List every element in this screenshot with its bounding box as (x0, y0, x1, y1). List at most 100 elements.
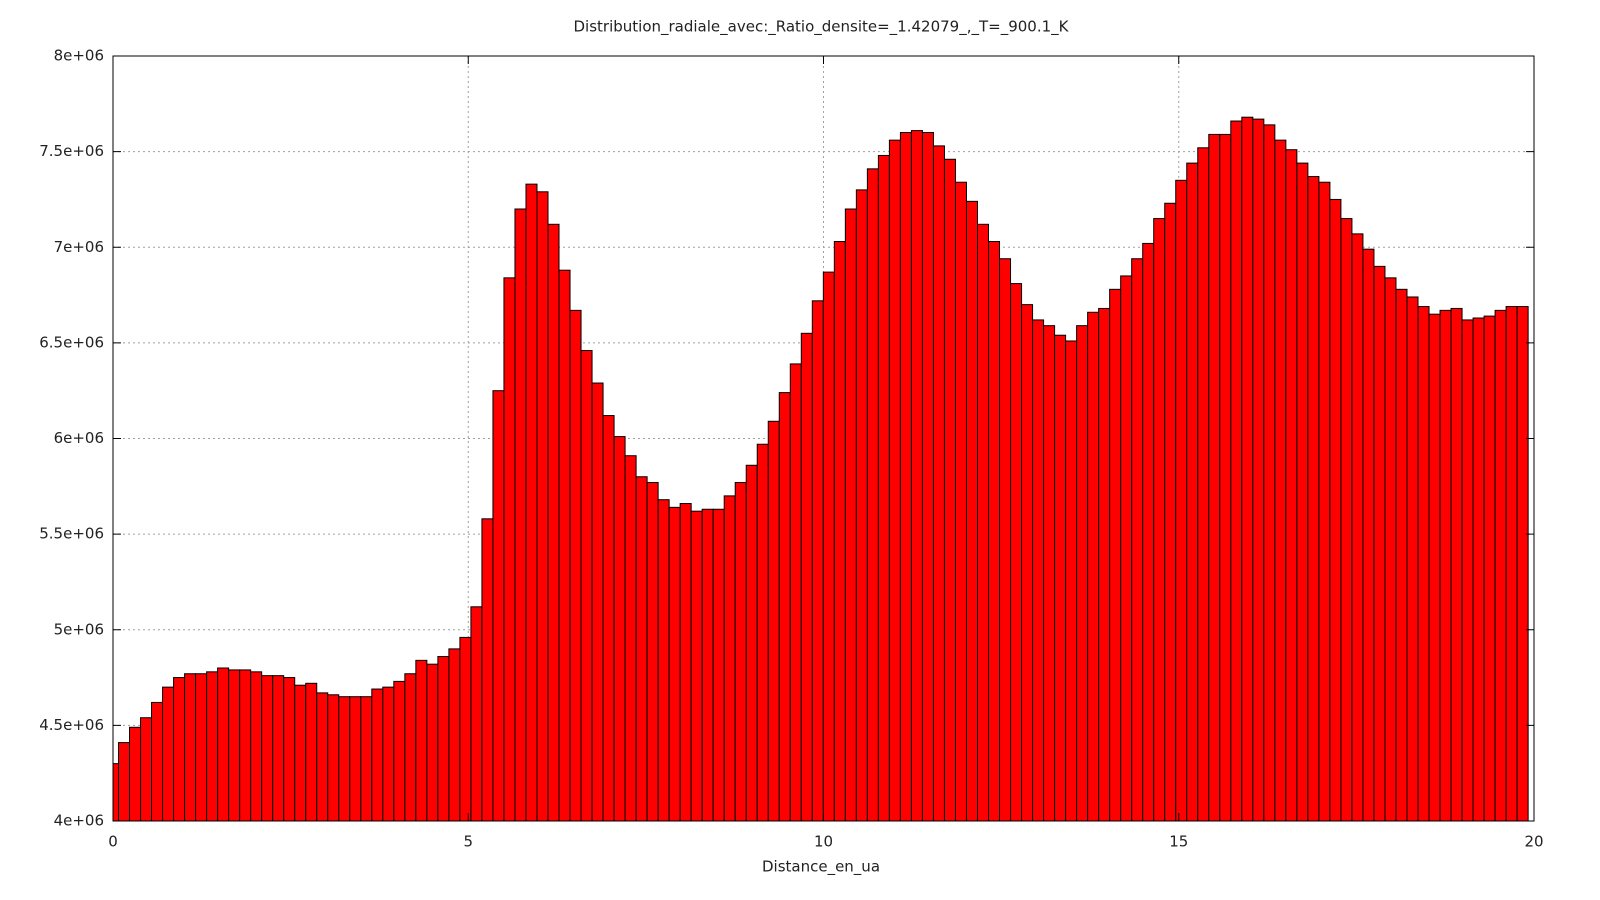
bar (988, 241, 1001, 821)
x-tick-label: 15 (1169, 833, 1188, 851)
bar (371, 688, 384, 821)
bar (305, 682, 318, 821)
bar (1054, 334, 1067, 821)
bar (503, 277, 516, 821)
bar (811, 300, 824, 821)
bar (481, 518, 494, 821)
bar (547, 223, 560, 821)
x-axis-label: Distance_en_ua (762, 858, 880, 877)
bar (1010, 283, 1023, 821)
bar (591, 382, 604, 821)
bars (113, 116, 1529, 821)
bar (569, 309, 582, 821)
bar (954, 181, 967, 821)
bar (1340, 218, 1353, 821)
bar (437, 656, 450, 821)
bar (151, 701, 164, 821)
bar (250, 671, 263, 821)
bar (1021, 304, 1034, 821)
bar (679, 503, 692, 821)
bar (162, 686, 175, 821)
bar (415, 659, 428, 821)
bar (734, 481, 747, 821)
bar (999, 258, 1012, 821)
bar (778, 392, 791, 821)
x-tick-label: 5 (463, 833, 473, 851)
bar (426, 663, 439, 821)
bar (184, 673, 197, 821)
bar (338, 696, 351, 821)
bar (228, 669, 241, 821)
bar (316, 692, 329, 821)
bar (360, 696, 373, 821)
bar (1505, 306, 1518, 821)
y-tick-label: 4.5e+06 (39, 716, 104, 734)
bar (855, 189, 868, 821)
bar (1373, 265, 1386, 821)
bar (1087, 311, 1100, 821)
bar (1494, 309, 1507, 821)
bar (822, 271, 835, 821)
bar (1131, 258, 1144, 821)
bar (932, 145, 945, 821)
y-tick-label: 5e+06 (54, 620, 104, 638)
bar (536, 191, 549, 821)
bar (492, 390, 505, 821)
bar (558, 269, 571, 821)
bar (1362, 248, 1375, 821)
bar (866, 168, 879, 821)
bar (1472, 317, 1485, 821)
bar (1483, 315, 1496, 821)
bar (1098, 307, 1111, 821)
bar (580, 350, 593, 821)
bar (261, 675, 274, 821)
bar (448, 648, 461, 821)
bar (470, 606, 483, 821)
bar (1516, 306, 1529, 821)
bar (195, 673, 208, 821)
y-tick-label: 6.5e+06 (39, 333, 104, 351)
bar (1208, 133, 1221, 821)
x-tick-label: 0 (108, 833, 118, 851)
bar (1197, 147, 1210, 821)
bar (690, 510, 703, 821)
bar (1263, 124, 1276, 821)
bar (118, 742, 131, 821)
bar (404, 673, 417, 821)
bar (1406, 296, 1419, 821)
bar (668, 506, 681, 821)
bar (1186, 162, 1199, 821)
bar (646, 481, 659, 821)
bar (723, 495, 736, 821)
bar (1120, 275, 1133, 821)
bar (1395, 288, 1408, 821)
bar (1252, 118, 1265, 821)
bar (977, 223, 990, 821)
bar (1109, 288, 1122, 821)
bar (1043, 325, 1056, 821)
bar (1032, 319, 1045, 821)
bar (206, 671, 219, 821)
bar (756, 443, 769, 821)
bar (294, 684, 307, 821)
y-tick-label: 6e+06 (54, 429, 104, 447)
bar (910, 130, 923, 821)
y-tick-label: 5.5e+06 (39, 525, 104, 543)
y-tick-label: 8e+06 (54, 47, 104, 65)
x-tick-label: 20 (1524, 833, 1543, 851)
bar (712, 508, 725, 821)
bar (965, 200, 979, 821)
bar (129, 726, 142, 821)
bar (459, 636, 472, 821)
bar (382, 686, 395, 821)
bar (1318, 181, 1331, 821)
bar (514, 208, 527, 821)
bar (833, 241, 846, 821)
bar (1164, 202, 1177, 821)
bar (1296, 162, 1309, 821)
bar (1417, 306, 1430, 821)
bar (525, 183, 538, 821)
bar (800, 332, 813, 821)
bar (657, 499, 670, 821)
